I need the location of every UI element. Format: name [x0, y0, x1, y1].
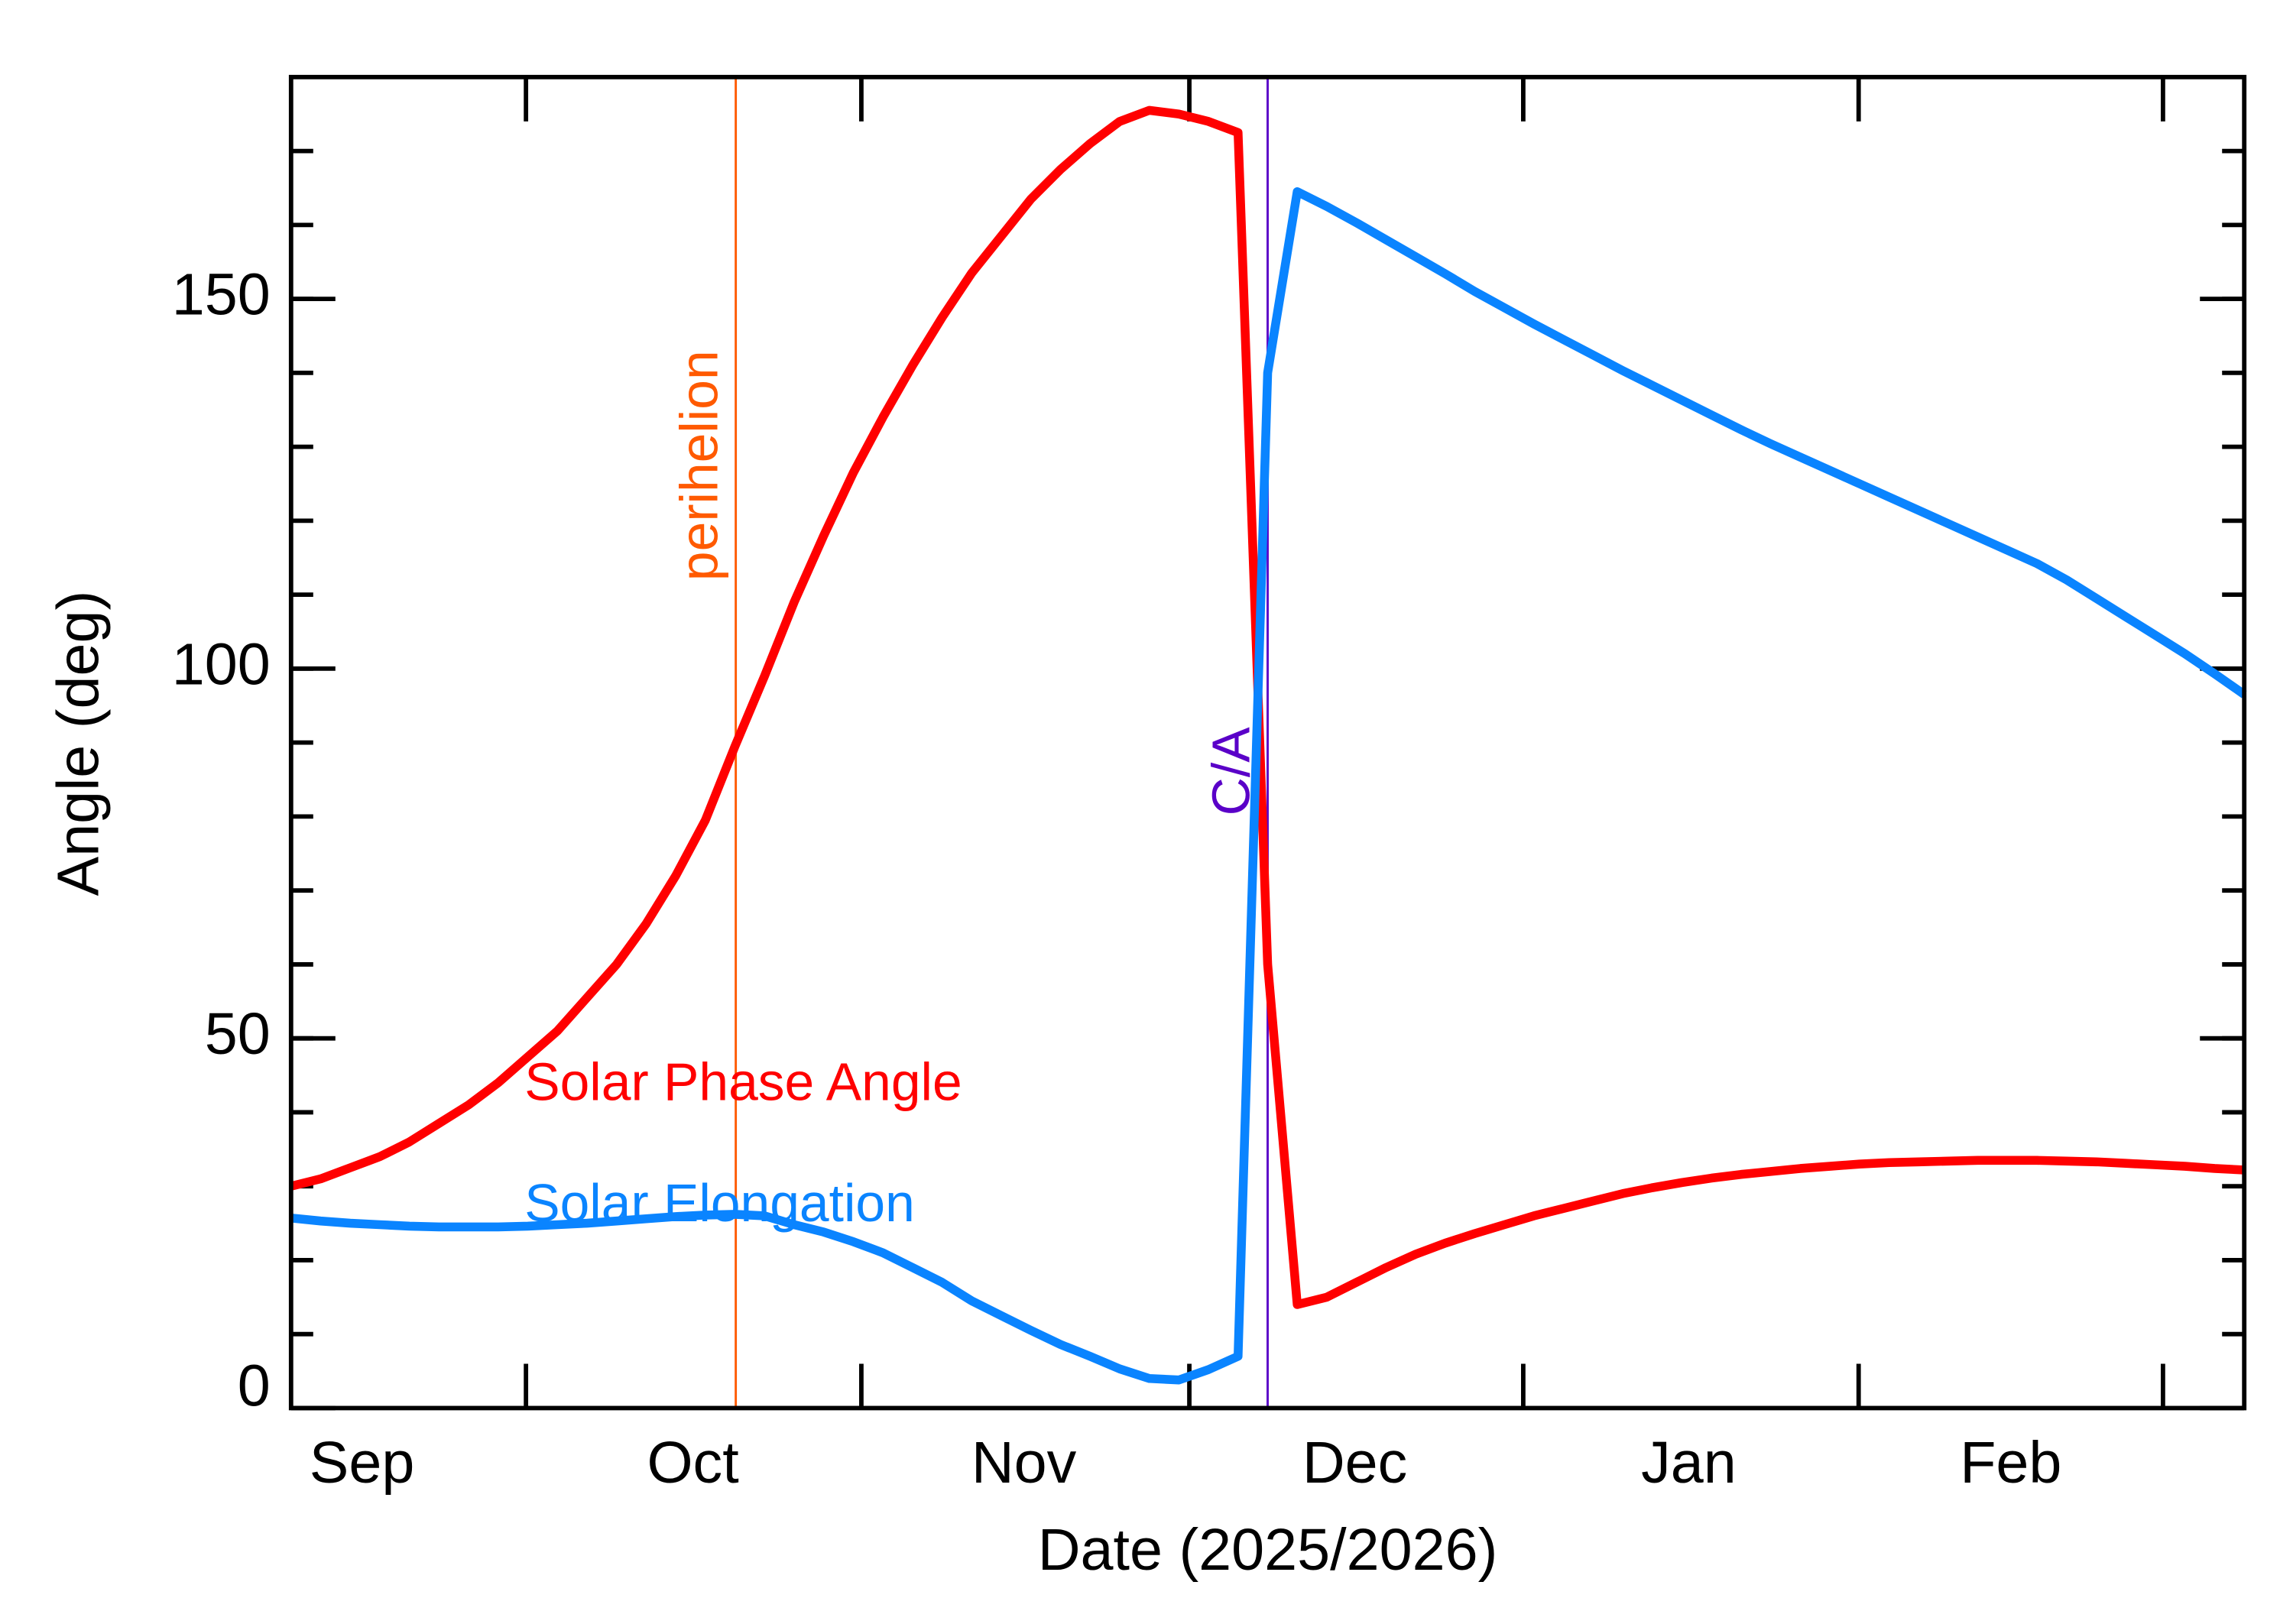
series-line: [290, 105, 2245, 1309]
x-tick-label: Sep: [310, 1430, 415, 1496]
series-line: [290, 187, 2247, 1385]
x-axis-title: Date (2025/2026): [1038, 1517, 1498, 1583]
y-axis-title: Angle (deg): [46, 591, 112, 896]
y-tick-label: 150: [172, 262, 271, 328]
plot-frame: [288, 74, 2247, 1411]
x-tick-label: Nov: [971, 1430, 1077, 1496]
x-tick-label: Dec: [1302, 1430, 1407, 1496]
legend-label: Solar Elongation: [524, 1173, 915, 1233]
x-tick-label: Oct: [647, 1430, 738, 1496]
event-label: perihelion: [669, 350, 728, 581]
y-tick-label: 100: [172, 631, 271, 697]
y-tick-label: 50: [205, 1001, 271, 1067]
x-tick-label: Jan: [1641, 1430, 1737, 1496]
y-tick-label: 0: [238, 1353, 271, 1419]
legend-label: Solar Phase Angle: [524, 1052, 962, 1111]
x-tick-label: Feb: [1960, 1430, 2061, 1496]
